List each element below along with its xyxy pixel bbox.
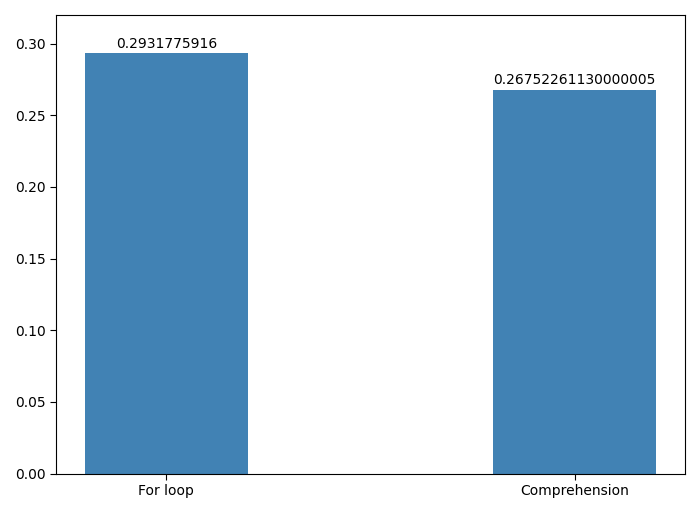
Bar xyxy=(85,53,248,473)
Text: 0.2931775916: 0.2931775916 xyxy=(116,36,217,51)
Bar xyxy=(493,90,657,473)
Text: 0.26752261130000005: 0.26752261130000005 xyxy=(494,73,656,87)
